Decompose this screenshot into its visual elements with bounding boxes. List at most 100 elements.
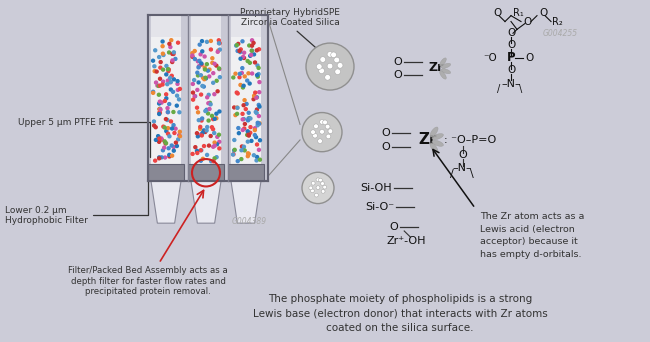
Circle shape	[203, 66, 206, 69]
Polygon shape	[151, 37, 181, 165]
Circle shape	[177, 41, 179, 44]
Circle shape	[246, 155, 250, 158]
Circle shape	[168, 103, 171, 106]
Circle shape	[323, 185, 327, 189]
Circle shape	[233, 148, 236, 151]
Circle shape	[240, 158, 243, 160]
Circle shape	[158, 113, 161, 116]
Polygon shape	[228, 165, 264, 181]
Circle shape	[257, 148, 261, 151]
Circle shape	[236, 50, 239, 52]
Circle shape	[252, 98, 255, 101]
Circle shape	[254, 134, 256, 136]
Circle shape	[238, 50, 241, 52]
Circle shape	[192, 98, 194, 101]
Circle shape	[169, 45, 172, 49]
Circle shape	[239, 73, 241, 75]
Circle shape	[318, 68, 324, 74]
Circle shape	[201, 131, 204, 134]
Circle shape	[191, 55, 194, 58]
Text: Zr⁺-OH: Zr⁺-OH	[387, 236, 426, 246]
Circle shape	[200, 74, 202, 77]
Circle shape	[194, 95, 196, 97]
Circle shape	[233, 106, 236, 109]
Circle shape	[203, 145, 205, 147]
Circle shape	[200, 133, 203, 136]
Circle shape	[315, 193, 318, 197]
Circle shape	[172, 78, 176, 81]
Circle shape	[235, 106, 239, 109]
Circle shape	[255, 136, 257, 139]
Circle shape	[179, 135, 181, 138]
Circle shape	[326, 134, 331, 139]
Circle shape	[209, 39, 213, 42]
Circle shape	[258, 81, 261, 83]
Text: O: O	[539, 8, 547, 18]
Circle shape	[158, 108, 161, 110]
Circle shape	[159, 108, 162, 111]
Circle shape	[243, 149, 246, 152]
Circle shape	[176, 80, 179, 82]
Circle shape	[168, 153, 171, 156]
Polygon shape	[148, 165, 184, 181]
Circle shape	[166, 110, 170, 114]
Circle shape	[191, 52, 194, 55]
Circle shape	[208, 107, 211, 110]
Circle shape	[215, 64, 218, 67]
Text: O: O	[507, 40, 515, 50]
Circle shape	[241, 40, 244, 43]
Circle shape	[242, 55, 244, 58]
Text: The phosphate moiety of phospholipids is a strong
Lewis base (electron donor) th: The phosphate moiety of phospholipids is…	[253, 294, 547, 333]
Circle shape	[205, 129, 208, 132]
Circle shape	[335, 69, 341, 75]
Circle shape	[256, 124, 259, 127]
Circle shape	[236, 92, 239, 95]
Circle shape	[257, 122, 261, 125]
Circle shape	[253, 53, 255, 56]
Circle shape	[235, 44, 238, 47]
Circle shape	[153, 65, 156, 68]
Circle shape	[246, 79, 249, 82]
Circle shape	[213, 62, 216, 65]
Circle shape	[204, 77, 207, 80]
Circle shape	[193, 95, 196, 98]
Circle shape	[334, 57, 339, 63]
Circle shape	[158, 137, 161, 140]
Circle shape	[198, 60, 201, 62]
Circle shape	[216, 90, 219, 93]
Circle shape	[176, 94, 179, 97]
Circle shape	[247, 153, 250, 155]
Circle shape	[216, 143, 218, 146]
Circle shape	[172, 51, 176, 54]
Circle shape	[196, 74, 200, 77]
Circle shape	[200, 93, 203, 96]
Circle shape	[241, 129, 244, 131]
Circle shape	[169, 81, 172, 84]
Circle shape	[243, 122, 246, 126]
Ellipse shape	[432, 140, 443, 146]
Circle shape	[207, 119, 210, 122]
Circle shape	[201, 117, 203, 120]
Circle shape	[316, 178, 320, 182]
Text: –N–: –N–	[501, 79, 521, 89]
Polygon shape	[151, 181, 181, 223]
Text: O: O	[458, 150, 467, 160]
Circle shape	[218, 76, 222, 79]
Text: G004389: G004389	[232, 217, 267, 226]
Circle shape	[161, 45, 164, 48]
Circle shape	[255, 156, 259, 158]
Circle shape	[250, 39, 254, 42]
Circle shape	[196, 60, 200, 63]
Circle shape	[250, 49, 254, 52]
Circle shape	[245, 103, 248, 105]
Circle shape	[178, 88, 181, 90]
Circle shape	[234, 72, 237, 75]
Circle shape	[256, 121, 259, 124]
Circle shape	[218, 42, 220, 45]
Circle shape	[318, 178, 322, 182]
Circle shape	[166, 119, 169, 121]
Text: Upper 5 μm PTFE Frit: Upper 5 μm PTFE Frit	[18, 118, 150, 157]
Circle shape	[244, 108, 247, 110]
Circle shape	[259, 158, 261, 161]
Circle shape	[198, 43, 202, 46]
